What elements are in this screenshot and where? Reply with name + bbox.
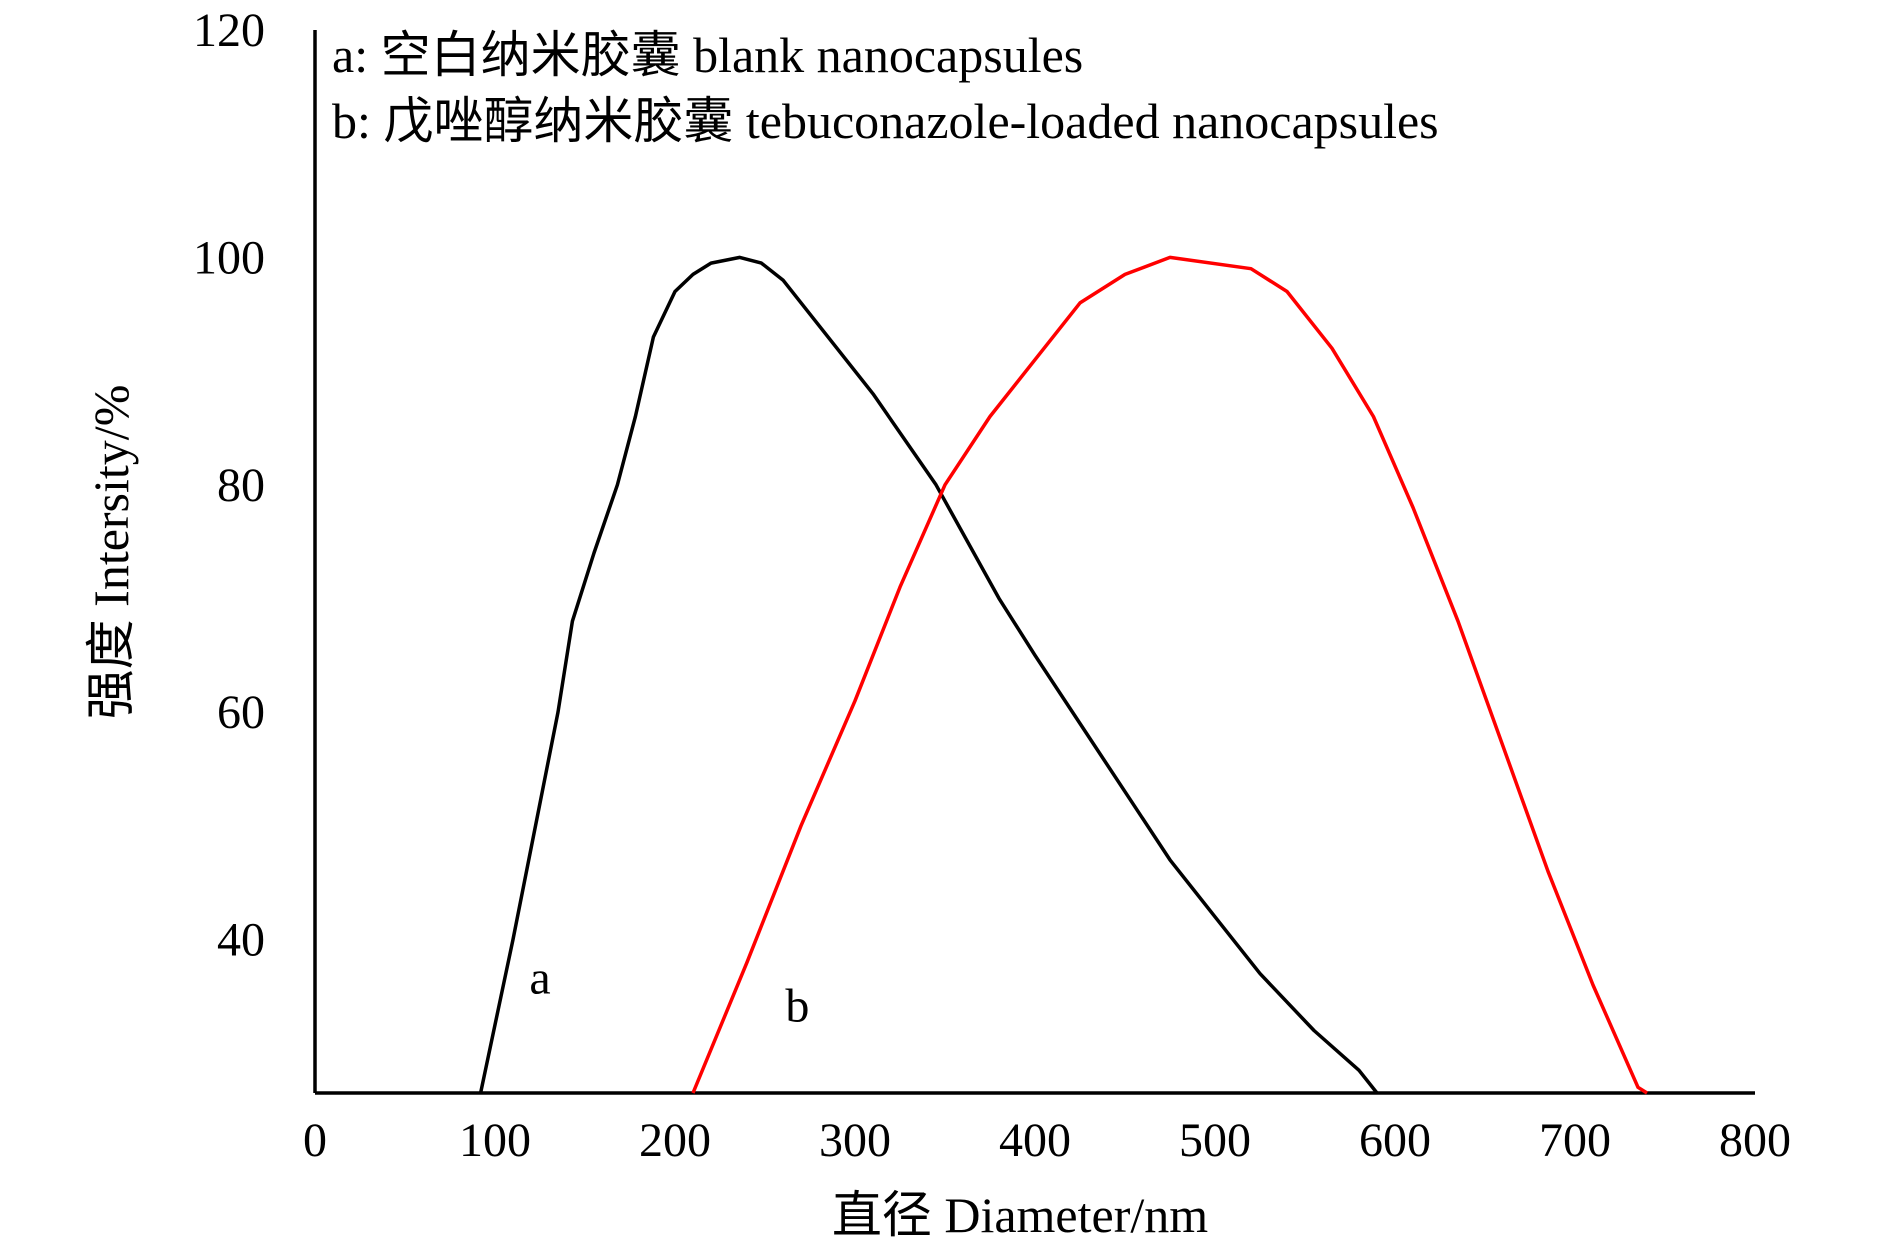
series-line-a [478,255,1379,1095]
y-tick-label: 60 [217,686,265,739]
x-tick-label: 200 [639,1114,711,1167]
x-tick-label: 500 [1179,1114,1251,1167]
legend-entry-b: b: 戊唑醇纳米胶囊 tebuconazole-loaded nanocapsu… [332,93,1439,149]
x-tick-label: 300 [819,1114,891,1167]
tick-labels: 0 100 200 300 400 500 600 700 800 40 60 80 100 120 [193,4,1791,1167]
curve-label-a: a [529,951,550,1004]
x-tick-label: 600 [1359,1114,1431,1167]
series-line-b [691,255,1648,1095]
x-tick-label: 800 [1719,1114,1791,1167]
x-tick-label: 0 [303,1114,327,1167]
x-tick-label: 100 [459,1114,531,1167]
y-tick-label: 40 [217,914,265,967]
x-tick-label: 400 [999,1114,1071,1167]
series-group [478,255,1648,1095]
axes [313,30,1755,1095]
y-tick-label: 80 [217,459,265,512]
y-tick-label: 120 [193,4,265,57]
y-tick-label: 100 [193,231,265,284]
x-axis-title: 直径 Diameter/nm [832,1187,1208,1243]
y-axis-title: 强度 Intersity/% [83,385,139,720]
x-tick-label: 700 [1539,1114,1611,1167]
curve-label-b: b [785,980,809,1033]
curve-labels: ab [529,951,809,1032]
legend-entry-a: a: 空白纳米胶囊 blank nanocapsules [332,27,1083,83]
